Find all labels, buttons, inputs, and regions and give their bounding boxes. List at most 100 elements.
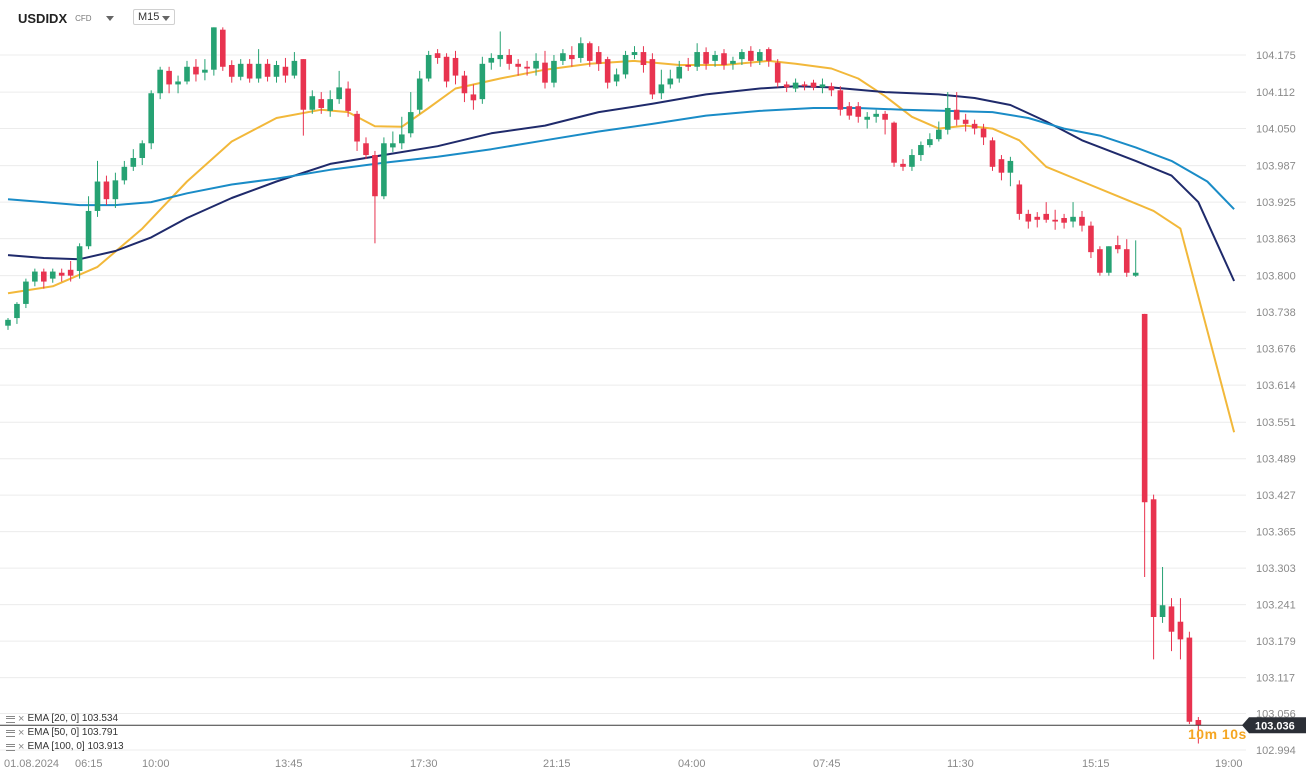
close-icon[interactable]: × (18, 727, 25, 739)
menu-icon[interactable] (6, 715, 15, 723)
x-tick-label: 04:00 (678, 758, 706, 770)
candle (649, 53, 656, 100)
candle (14, 302, 20, 324)
candle-body (595, 52, 602, 64)
candle (1132, 240, 1139, 277)
candle-body (381, 143, 387, 197)
candle (1159, 566, 1166, 623)
timeframe-select[interactable]: M15 (133, 9, 175, 25)
candle (748, 46, 754, 67)
candle (228, 60, 235, 83)
x-tick-label: 13:45 (275, 758, 303, 770)
candle (318, 92, 325, 114)
candle (85, 196, 92, 250)
symbol-dropdown-chevron-down-icon[interactable] (105, 15, 114, 21)
last-price-line: 103.036 (0, 717, 1306, 734)
y-tick-label: 103.676 (1256, 344, 1296, 356)
x-tick-label: 17:30 (410, 758, 438, 770)
legend-label: EMA [20, 0] 103.534 (27, 713, 119, 724)
candle (416, 70, 423, 114)
x-tick-label: 19:00 (1215, 758, 1243, 770)
menu-icon[interactable] (6, 743, 15, 751)
candle-body (390, 143, 396, 148)
candle (640, 46, 647, 73)
x-tick-label: 07:45 (813, 758, 841, 770)
candle (372, 150, 378, 244)
candle (246, 59, 253, 83)
candle-body (927, 139, 933, 146)
x-tick-label: 06:15 (75, 758, 103, 770)
candle (1168, 598, 1175, 652)
candle (282, 57, 289, 83)
candle-body (488, 57, 495, 63)
candle (67, 260, 74, 282)
candle (112, 172, 119, 209)
candle (41, 268, 47, 289)
x-tick-label: 11:30 (947, 758, 974, 770)
candle-body (1141, 313, 1148, 503)
candle (300, 59, 307, 136)
candle-body (676, 66, 683, 79)
candle (989, 137, 996, 171)
candle (425, 50, 432, 82)
candle (1150, 494, 1157, 660)
y-tick-label: 103.614 (1256, 380, 1296, 392)
candle (1034, 212, 1041, 228)
candle-body (14, 303, 20, 319)
menu-icon[interactable] (6, 729, 15, 737)
candle-body (1079, 216, 1085, 226)
candle-body (882, 113, 888, 120)
candle (944, 92, 951, 135)
candle-body (121, 166, 128, 181)
candle-body (640, 52, 647, 66)
candle-body (712, 55, 718, 61)
y-tick-label: 103.551 (1256, 417, 1296, 429)
symbol-name[interactable]: USDIDX (18, 10, 68, 26)
candle-body (103, 181, 110, 200)
candle-body (407, 112, 414, 134)
candle (49, 268, 56, 283)
candle (309, 90, 316, 114)
y-tick-label: 102.994 (1256, 745, 1296, 757)
candle-body (765, 49, 772, 61)
last-price-label: 103.036 (1255, 720, 1295, 732)
candle (569, 46, 575, 67)
close-icon[interactable]: × (18, 741, 25, 753)
candle (783, 81, 790, 93)
y-tick-label: 103.925 (1256, 197, 1296, 209)
candle (58, 268, 65, 282)
candle-body (1052, 219, 1058, 222)
candle (613, 68, 620, 87)
legend-item-ema50: × EMA [50, 0] 103.791 (6, 726, 124, 740)
candle-body (1070, 216, 1076, 222)
candle-body (873, 113, 879, 117)
candle (918, 141, 924, 161)
candle-body (542, 62, 548, 83)
candle (586, 41, 593, 67)
candle (1141, 313, 1148, 577)
candle-body (998, 159, 1005, 173)
candle-body (622, 55, 629, 75)
candle-body (1007, 160, 1014, 173)
candle (578, 37, 584, 63)
candle-body (649, 59, 656, 95)
candle (560, 49, 566, 66)
candle (5, 318, 11, 330)
candle-body (425, 55, 432, 79)
candle (631, 46, 638, 60)
candle (273, 60, 280, 83)
candle (873, 109, 879, 123)
candle (264, 59, 271, 82)
candle-body (237, 63, 244, 77)
candle (345, 81, 351, 117)
close-icon[interactable]: × (18, 713, 25, 725)
candle (524, 60, 530, 76)
candle (595, 46, 602, 71)
candle-body (685, 65, 691, 67)
candle-body (228, 65, 235, 77)
candle-body (1186, 637, 1193, 722)
candle-body (336, 87, 342, 100)
candle (443, 53, 450, 88)
candle-body (819, 84, 826, 88)
